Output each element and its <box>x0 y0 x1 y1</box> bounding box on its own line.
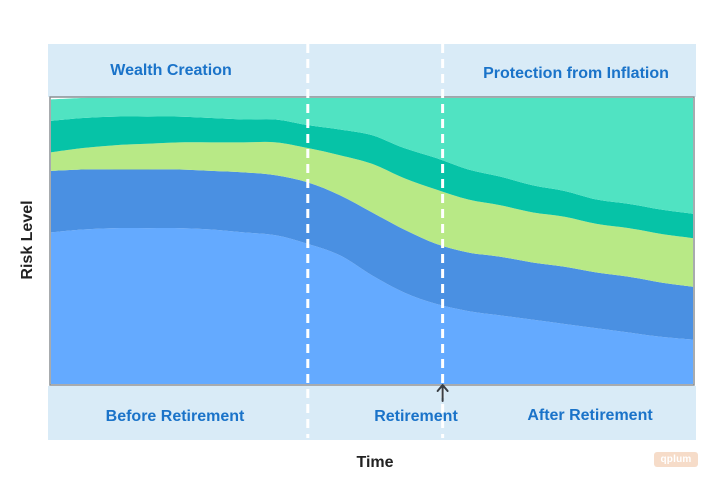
area-series-2 <box>51 169 693 340</box>
after-retirement-label: After Retirement <box>527 407 653 424</box>
before-retirement-label: Before Retirement <box>106 408 245 425</box>
y-axis-label: Risk Level <box>19 200 36 279</box>
area-series-1 <box>51 228 693 384</box>
top-band <box>48 44 696 97</box>
qplum-watermark: qplum <box>654 452 698 467</box>
x-axis-label: Time <box>356 454 393 471</box>
area-series-3 <box>51 141 693 287</box>
protection-from-inflation-label: Protection from Inflation <box>483 65 669 82</box>
plot-frame <box>49 96 695 386</box>
area-series-5 <box>51 97 693 214</box>
vertical-markers <box>306 44 449 438</box>
wealth-creation-label: Wealth Creation <box>110 62 232 79</box>
retirement-arrow-icon <box>436 384 449 402</box>
retirement-label: Retirement <box>374 408 458 425</box>
area-series-group <box>51 97 693 384</box>
area-series-4 <box>51 116 693 239</box>
bottom-band <box>48 386 696 440</box>
